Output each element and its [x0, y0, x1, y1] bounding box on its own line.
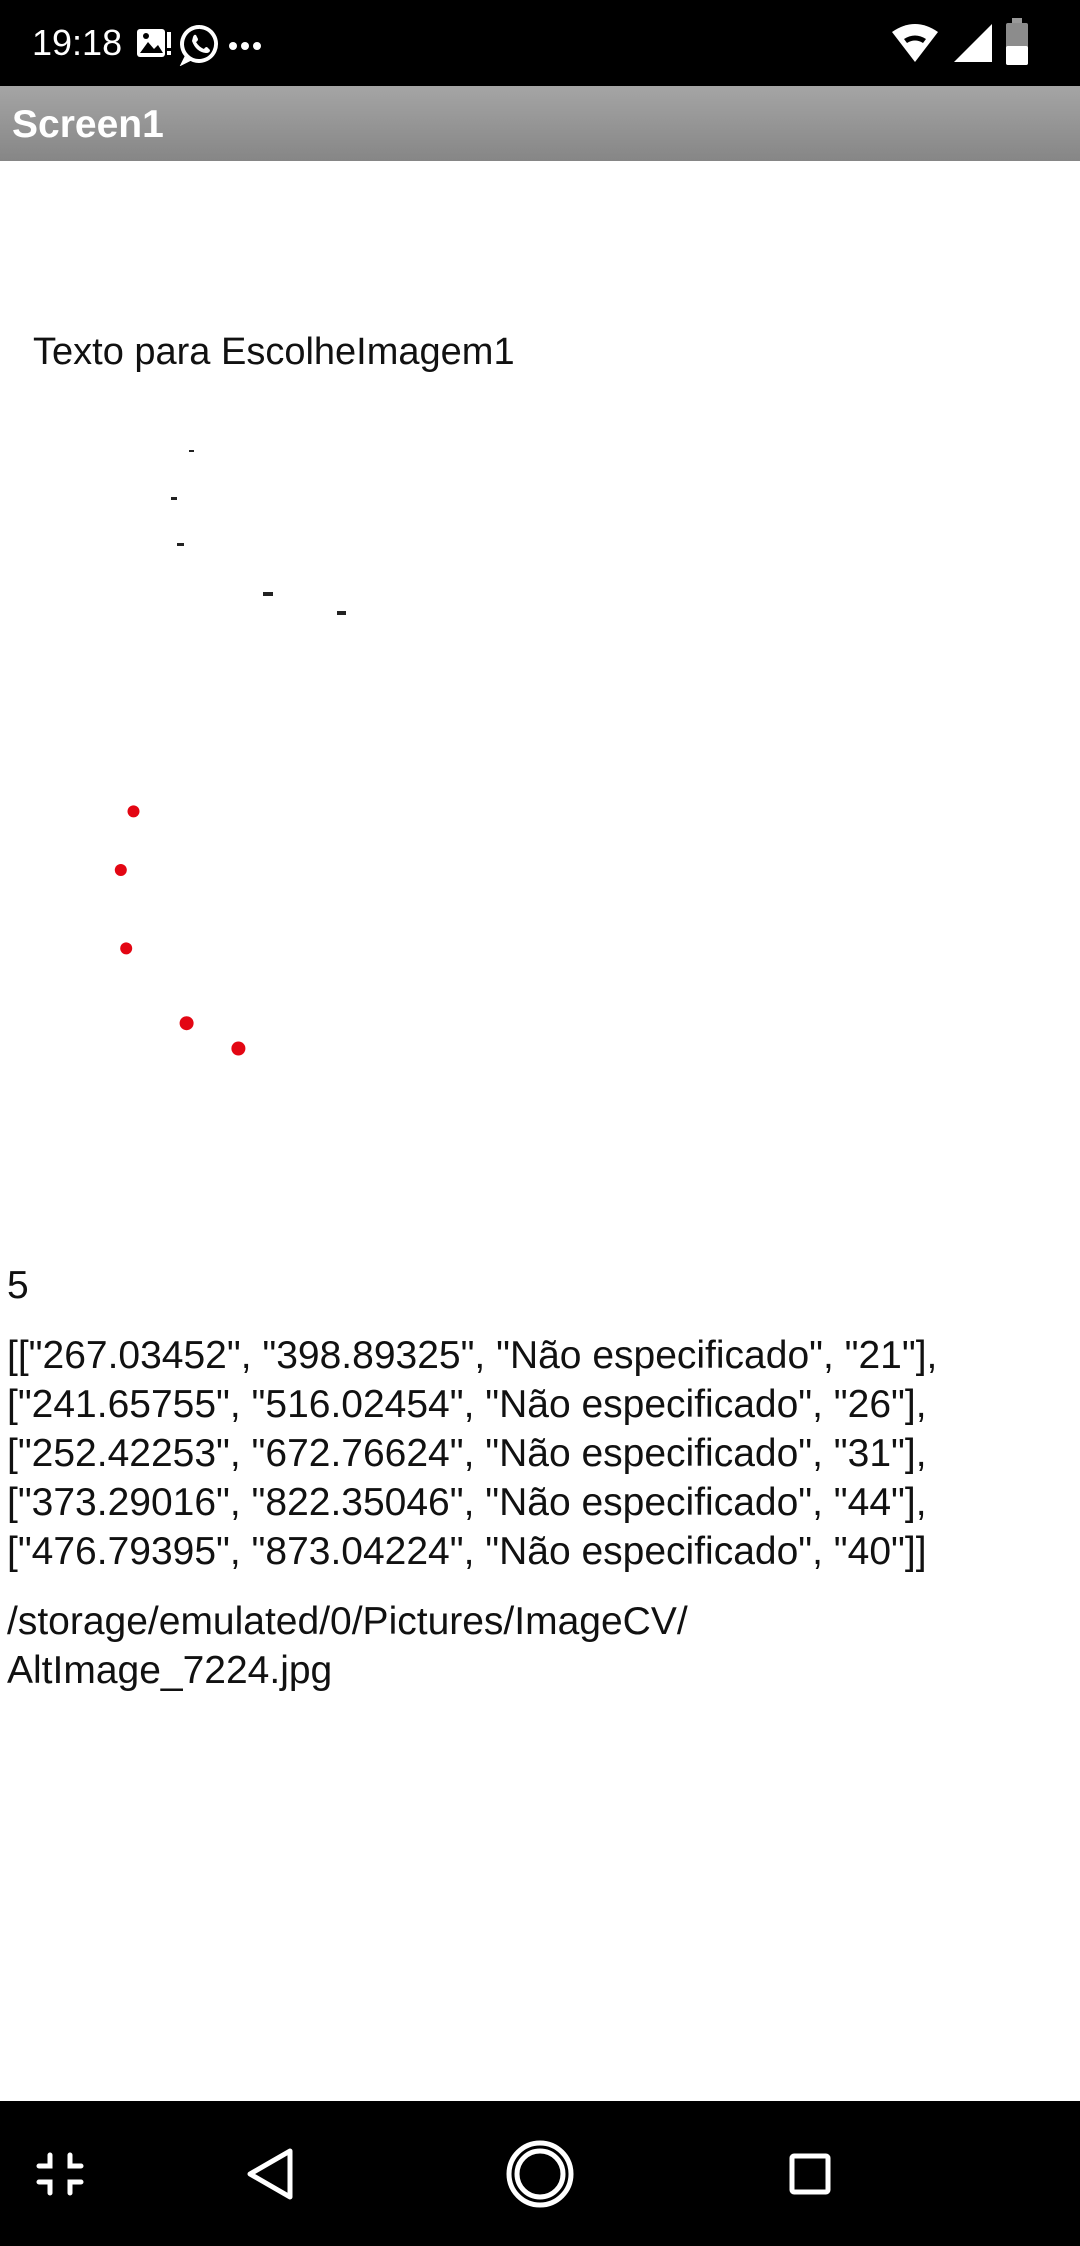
- recents-icon[interactable]: [765, 2129, 855, 2219]
- back-icon[interactable]: [226, 2129, 316, 2219]
- image-path-label: /storage/emulated/0/Pictures/ImageCV/ Al…: [7, 1597, 1067, 1695]
- more-notifications-icon: [228, 38, 262, 56]
- detected-point: [179, 1016, 194, 1031]
- collapse-icon[interactable]: [15, 2129, 105, 2219]
- choose-image-button[interactable]: Texto para EscolheImagem1: [0, 306, 620, 406]
- battery-icon: [1004, 18, 1030, 71]
- image-path-line: AltImage_7224.jpg: [7, 1649, 333, 1692]
- detected-point: [231, 1041, 246, 1056]
- detected-point: [127, 805, 140, 818]
- points-list-line: ["373.29016", "822.35046", "Não especifi…: [7, 1481, 927, 1524]
- points-list-line: ["252.42253", "672.76624", "Não especifi…: [7, 1432, 927, 1475]
- points-count-label: 5: [7, 1264, 29, 1307]
- detected-point: [114, 864, 127, 876]
- whatsapp-icon: [178, 22, 222, 71]
- cell-signal-icon: [952, 22, 994, 69]
- points-list-line: ["241.65755", "516.02454", "Não especifi…: [7, 1383, 927, 1426]
- wifi-icon: [890, 22, 940, 69]
- choose-image-label: Texto para EscolheImagem1: [33, 331, 515, 373]
- status-bar: 19:18: [0, 0, 1080, 86]
- image-specks: [171, 450, 346, 615]
- points-list-line: ["476.79395", "873.04224", "Não especifi…: [7, 1530, 927, 1573]
- navigation-bar: [0, 2101, 1080, 2246]
- points-list-label: [["267.03452", "398.89325", "Não especif…: [7, 1331, 1067, 1576]
- home-icon[interactable]: [495, 2129, 585, 2219]
- image-path-line: /storage/emulated/0/Pictures/ImageCV/: [7, 1600, 688, 1643]
- screen-title: Screen1: [12, 103, 164, 146]
- detected-point: [120, 942, 133, 955]
- screen-content: Texto para EscolheImagem1 5 [["267.03452…: [0, 161, 1080, 2101]
- gallery-notification-icon: [134, 24, 174, 69]
- detected-points: [114, 805, 246, 1056]
- status-time: 19:18: [32, 22, 123, 63]
- drawing-canvas[interactable]: [0, 322, 1080, 1222]
- app-title-bar: Screen1: [0, 86, 1080, 161]
- points-list-line: [["267.03452", "398.89325", "Não especif…: [7, 1334, 938, 1377]
